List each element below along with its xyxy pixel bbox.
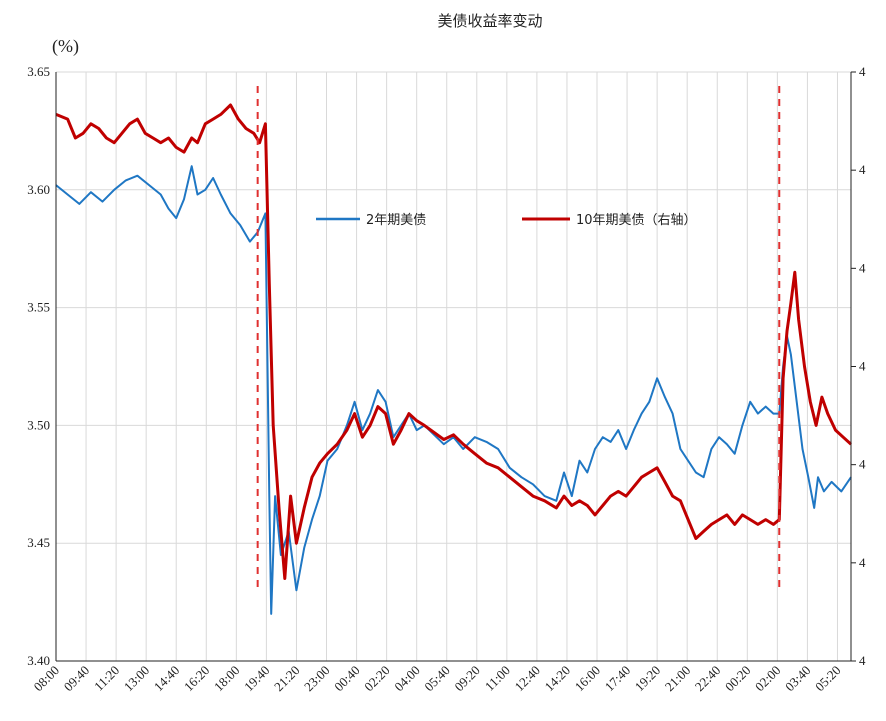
y2-tick-label: 4 bbox=[859, 260, 866, 275]
chart-title: 美债收益率变动 bbox=[437, 12, 542, 30]
y-tick-label: 3.55 bbox=[27, 300, 50, 315]
y-axis-unit: (%) bbox=[52, 36, 79, 57]
legend: 2年期美债 10年期美债（右轴） bbox=[316, 213, 697, 228]
y2-tick-label: 4 bbox=[859, 162, 866, 177]
y2-axis-ticks: 4 4 4 4 4 4 4 bbox=[851, 64, 866, 668]
x-tick-label: 21:20 bbox=[271, 663, 303, 695]
x-tick-label: 13:00 bbox=[121, 663, 153, 695]
event-lines bbox=[256, 86, 781, 590]
y-axis-ticks: 3.40 3.45 3.50 3.55 3.60 3.65 bbox=[27, 64, 50, 668]
x-tick-label: 14:20 bbox=[542, 663, 574, 695]
y-tick-label: 3.40 bbox=[27, 653, 50, 668]
x-tick-label: 11:20 bbox=[91, 663, 122, 694]
x-tick-label: 00:40 bbox=[331, 663, 363, 695]
x-tick-label: 00:20 bbox=[722, 663, 754, 695]
y2-tick-label: 4 bbox=[859, 457, 866, 472]
series-line-2y bbox=[55, 165, 852, 615]
x-tick-label: 19:40 bbox=[241, 663, 273, 695]
x-tick-label: 02:20 bbox=[361, 663, 393, 695]
x-tick-label: 05:20 bbox=[812, 663, 844, 695]
series-line-10y bbox=[55, 103, 853, 580]
x-tick-label: 23:00 bbox=[301, 663, 333, 695]
y-tick-label: 3.60 bbox=[27, 182, 50, 197]
axes bbox=[55, 72, 852, 662]
y2-tick-label: 4 bbox=[859, 555, 866, 570]
y2-tick-label: 4 bbox=[859, 64, 866, 79]
x-tick-label: 18:00 bbox=[211, 663, 243, 695]
x-axis-ticks: 08:0009:4011:2013:0014:4016:2018:0019:40… bbox=[31, 663, 844, 695]
x-tick-label: 12:40 bbox=[511, 663, 543, 695]
x-tick-label: 19:20 bbox=[632, 663, 664, 695]
grid bbox=[55, 71, 851, 662]
x-tick-label: 09:40 bbox=[61, 663, 93, 695]
y2-tick-label: 4 bbox=[859, 359, 866, 374]
y-tick-label: 3.45 bbox=[27, 535, 50, 550]
x-tick-label: 21:00 bbox=[662, 663, 694, 695]
x-tick-label: 04:00 bbox=[391, 663, 423, 695]
x-tick-label: 16:20 bbox=[181, 663, 213, 695]
legend-label-2y: 2年期美债 bbox=[366, 213, 426, 228]
x-tick-label: 03:40 bbox=[782, 663, 814, 695]
y-tick-label: 3.65 bbox=[27, 64, 50, 79]
x-tick-label: 22:40 bbox=[692, 663, 724, 695]
legend-label-10y: 10年期美债（右轴） bbox=[576, 213, 697, 228]
x-tick-label: 02:00 bbox=[752, 663, 784, 695]
x-tick-label: 17:40 bbox=[602, 663, 634, 695]
y2-tick-label: 4 bbox=[859, 653, 866, 668]
y-tick-label: 3.50 bbox=[27, 417, 50, 432]
x-tick-label: 11:00 bbox=[482, 663, 513, 694]
x-tick-label: 09:20 bbox=[451, 663, 483, 695]
x-tick-label: 05:40 bbox=[421, 663, 453, 695]
x-tick-label: 16:00 bbox=[572, 663, 604, 695]
x-tick-label: 14:40 bbox=[151, 663, 183, 695]
series-lines bbox=[55, 103, 853, 615]
